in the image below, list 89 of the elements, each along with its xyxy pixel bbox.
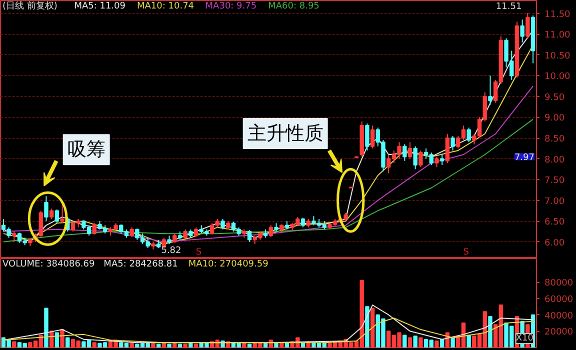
bar (365, 306, 370, 348)
text: MA60: 8.95 (268, 2, 320, 12)
bar (263, 342, 268, 348)
y-tick-label: 6.00 (544, 238, 565, 248)
candlestick (54, 208, 60, 224)
candlestick (300, 217, 306, 228)
annotation: 5.82 (161, 246, 182, 256)
annotation: S (463, 248, 470, 258)
y-tick-label: 10.50 (544, 51, 571, 62)
bar (247, 344, 252, 348)
y-tick-label: 60000 (544, 295, 574, 306)
chart-subtitle: (日线 前复权) (2, 0, 58, 12)
candlestick (92, 222, 96, 235)
annotation: 吸筹 (67, 138, 106, 161)
bar (44, 308, 48, 348)
candlestick (194, 226, 198, 238)
y-tick-label: 10.00 (544, 72, 571, 82)
bar (151, 342, 156, 348)
candlestick (434, 156, 439, 168)
line-series (2, 86, 534, 242)
y-tick-label: 8.00 (544, 155, 565, 166)
y-tick-label: 40000 (544, 311, 574, 322)
candlestick (402, 144, 407, 162)
annotation: 11.51 (496, 2, 522, 12)
y-tick-label: 6.50 (544, 218, 565, 228)
bar (418, 337, 423, 348)
candlestick (49, 208, 54, 220)
candlestick (466, 127, 471, 143)
y-tick-label: 11.00 (544, 30, 571, 41)
annotation: 7.97 (514, 153, 535, 164)
bar (156, 344, 161, 348)
line-series (2, 318, 534, 344)
bar (194, 344, 198, 348)
bar (188, 342, 193, 348)
candlestick (12, 230, 16, 242)
bar (466, 334, 471, 348)
y-tick-label: 80000 (544, 278, 574, 289)
bar (408, 337, 412, 348)
bar (12, 341, 16, 348)
bar (488, 316, 492, 348)
candlestick (220, 218, 225, 230)
y-tick-label: 20000 (544, 328, 574, 338)
text: MA5: 11.09 (74, 2, 126, 12)
candlestick (44, 196, 48, 222)
candlestick (130, 226, 134, 238)
bar (162, 342, 166, 348)
bar (402, 334, 407, 348)
candlestick (413, 146, 418, 170)
candlestick (247, 230, 252, 242)
bar (434, 340, 439, 348)
y-tick-label: 7.50 (544, 176, 565, 186)
bar (183, 344, 188, 348)
bar (66, 337, 70, 348)
candlestick (520, 19, 524, 43)
bar (130, 342, 134, 348)
text: MA5: 284268.81 (104, 260, 178, 270)
annotation: 主升性质 (247, 122, 324, 144)
y-tick-label: 7.00 (544, 196, 565, 207)
candlestick (526, 12, 530, 39)
bar (370, 308, 375, 348)
candlestick (418, 150, 423, 168)
text: MA10: 10.74 (137, 2, 194, 12)
candlestick (488, 75, 492, 106)
bar (413, 336, 418, 348)
candlestick (450, 135, 455, 151)
chart-title: VOLUME: 384086.69 (2, 260, 96, 270)
candlestick (440, 154, 444, 166)
bar (450, 337, 455, 348)
bar (280, 342, 284, 348)
bar (178, 344, 182, 348)
candlestick (408, 142, 412, 160)
candlestick (445, 133, 450, 164)
candlestick (268, 224, 274, 238)
text: MA30: 9.75 (205, 2, 257, 12)
y-tick-label: 8.50 (544, 134, 565, 145)
candlestick (60, 202, 64, 224)
y-tick-label: 11.50 (544, 10, 571, 20)
y-tick-label: 9.00 (544, 114, 565, 124)
candlestick (370, 125, 375, 149)
line-series (2, 118, 534, 242)
bar (167, 344, 172, 348)
candlestick (183, 228, 188, 240)
candlestick (365, 122, 370, 151)
bar (242, 342, 246, 348)
text: MA10: 270409.59 (188, 260, 269, 270)
y-tick-label: 9.50 (544, 92, 565, 103)
bar (92, 342, 96, 348)
annotation: S (196, 248, 202, 258)
bar (172, 342, 177, 348)
